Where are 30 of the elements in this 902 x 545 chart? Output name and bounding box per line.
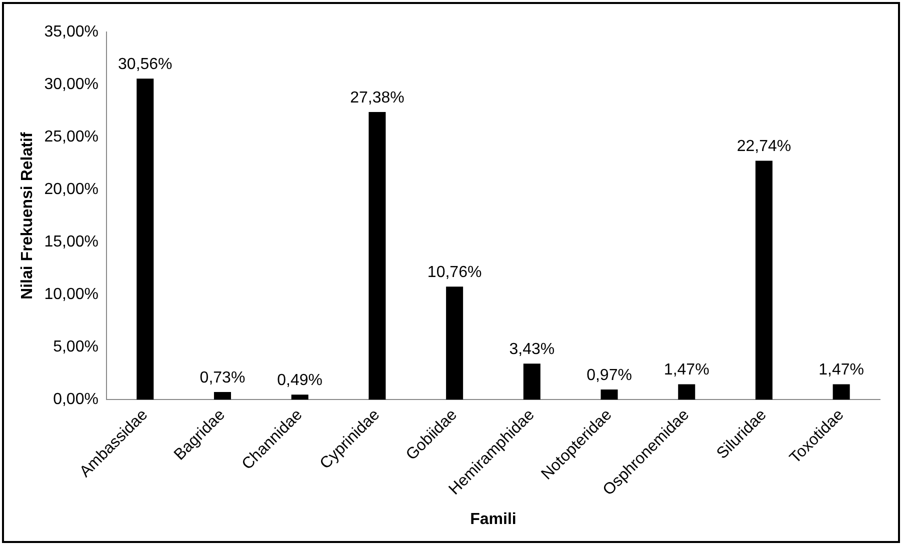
data-label: 0,97% xyxy=(586,366,632,384)
bar xyxy=(368,112,386,400)
y-tick-label: 5,00% xyxy=(53,338,98,356)
y-tick-label: 35,00% xyxy=(44,23,98,40)
data-label: 30,56% xyxy=(118,56,172,74)
data-label: 1,47% xyxy=(818,362,864,379)
bar xyxy=(136,78,154,400)
data-label: 10,76% xyxy=(427,264,482,282)
bar xyxy=(214,392,232,400)
y-tick-label: 15,00% xyxy=(44,234,98,251)
x-axis-title: Famili xyxy=(470,510,516,528)
bar xyxy=(600,390,618,400)
bar xyxy=(755,160,772,400)
data-label: 3,43% xyxy=(509,341,555,358)
data-label: 22,74% xyxy=(736,138,792,156)
y-tick-label: 0,00% xyxy=(53,391,98,408)
y-tick-label: 30,00% xyxy=(44,76,98,93)
data-label: 1,47% xyxy=(664,362,710,379)
data-label: 0,73% xyxy=(200,369,246,386)
y-axis-title: Nilai Frekuensi Relatif xyxy=(19,132,36,300)
y-tick-label: 25,00% xyxy=(44,128,98,146)
y-tick-label: 20,00% xyxy=(44,181,98,198)
bar xyxy=(446,286,464,400)
data-label: 27,38% xyxy=(350,89,404,106)
bar xyxy=(678,384,696,400)
bar xyxy=(523,364,540,400)
bar xyxy=(291,394,308,400)
y-tick-label: 10,00% xyxy=(44,286,98,304)
bar xyxy=(832,384,850,400)
data-label: 0,49% xyxy=(277,372,323,389)
